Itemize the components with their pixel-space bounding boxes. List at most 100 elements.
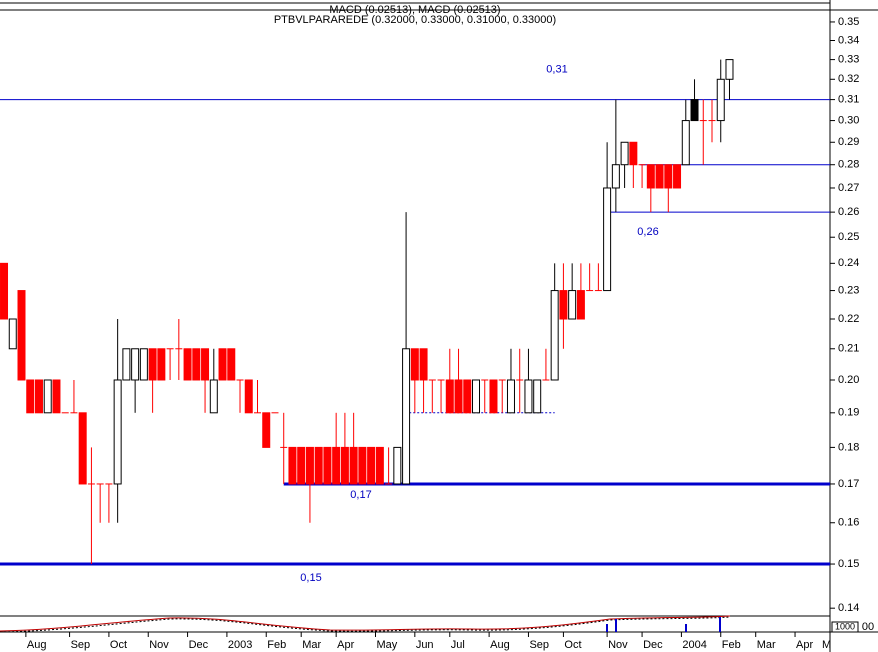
candle-body bbox=[629, 141, 638, 166]
y-tick-label: 0.29 bbox=[838, 136, 859, 148]
candle-body bbox=[611, 164, 620, 189]
x-tick-label: May bbox=[376, 639, 397, 651]
x-tick-label: Feb bbox=[722, 639, 741, 651]
y-tick-label: 0.20 bbox=[838, 374, 859, 386]
candle-body bbox=[533, 379, 542, 414]
candle-body bbox=[201, 348, 210, 381]
candle-body bbox=[445, 379, 454, 414]
candle-body bbox=[375, 446, 384, 485]
x-tick-label: Nov bbox=[149, 639, 169, 651]
y-tick-label: 0.35 bbox=[838, 16, 859, 28]
candle-body bbox=[26, 379, 35, 414]
candle-body bbox=[673, 164, 682, 189]
x-tick-label: Feb bbox=[267, 639, 286, 651]
x-tick-label: 2003 bbox=[228, 639, 252, 651]
x-tick-label: Dec bbox=[189, 639, 209, 651]
x-tick-label: Mar bbox=[302, 639, 321, 651]
candle-body bbox=[183, 348, 192, 381]
y-tick-label: 0.24 bbox=[838, 257, 859, 269]
x-tick-label: Oct bbox=[110, 639, 127, 651]
indicator-line bbox=[0, 615, 731, 632]
candle-body bbox=[157, 348, 166, 381]
candle-body bbox=[725, 59, 734, 80]
y-tick-label: 0.22 bbox=[838, 313, 859, 325]
x-tick-label: Aug bbox=[490, 639, 510, 651]
x-tick-label: Jun bbox=[416, 639, 434, 651]
x-tick-label: Oct bbox=[564, 639, 581, 651]
level-label: 0,17 bbox=[350, 489, 371, 501]
y-tick-label: 0.19 bbox=[838, 407, 859, 419]
candle-body bbox=[43, 379, 52, 414]
candle-body bbox=[489, 379, 498, 414]
candle-body bbox=[17, 290, 26, 381]
candle-body bbox=[314, 446, 323, 485]
candle-body bbox=[620, 141, 629, 166]
candle-body bbox=[227, 348, 236, 381]
candle-body bbox=[358, 446, 367, 485]
y-tick-label: 0.23 bbox=[838, 284, 859, 296]
x-tick-label: Apr bbox=[337, 639, 354, 651]
candle-body bbox=[576, 290, 585, 320]
y-tick-label: 0.33 bbox=[838, 54, 859, 66]
y-tick-label: 0.27 bbox=[838, 182, 859, 194]
y-tick-label: 0.28 bbox=[838, 159, 859, 171]
candle-body bbox=[297, 446, 306, 485]
x-tick-label: Dec bbox=[643, 639, 663, 651]
candle-body bbox=[340, 446, 349, 485]
candle-body bbox=[244, 379, 253, 414]
indicator-signal bbox=[0, 616, 731, 633]
candle-body bbox=[646, 164, 655, 189]
candle-body bbox=[52, 379, 61, 414]
candle-body bbox=[664, 164, 673, 189]
x-tick-label: Jul bbox=[451, 639, 465, 651]
y-tick-label: 0.34 bbox=[838, 34, 859, 46]
candle-body bbox=[402, 348, 411, 485]
candle-body bbox=[681, 120, 690, 166]
indicator-zero-label: 00 bbox=[862, 621, 874, 633]
x-tick-label: M bbox=[822, 639, 831, 651]
indicator-bars bbox=[606, 617, 721, 632]
candle-body bbox=[305, 446, 314, 485]
x-tick-label: 2004 bbox=[682, 639, 706, 651]
candle-body bbox=[454, 379, 463, 414]
candle-body bbox=[506, 379, 515, 414]
x-tick-label: Mar bbox=[757, 639, 776, 651]
y-tick-label: 0.16 bbox=[838, 517, 859, 529]
x-tick-label: Sep bbox=[529, 639, 549, 651]
y-tick-label: 0.30 bbox=[838, 114, 859, 126]
chart-subtitle: PTBVLPARAREDE (0.32000, 0.33000, 0.31000… bbox=[274, 14, 556, 26]
x-tick-label: Sep bbox=[71, 639, 91, 651]
candle-body bbox=[139, 348, 148, 381]
level-label: 0,31 bbox=[546, 64, 567, 76]
candle-body bbox=[349, 446, 358, 485]
candle-body bbox=[550, 290, 559, 381]
candle-body bbox=[655, 164, 664, 189]
candle-body bbox=[323, 446, 332, 485]
candle-body bbox=[568, 290, 577, 320]
candle-body bbox=[559, 290, 568, 320]
y-tick-label: 0.26 bbox=[838, 206, 859, 218]
x-tick-label: Apr bbox=[796, 639, 813, 651]
candle-body bbox=[148, 348, 157, 381]
candle-body bbox=[524, 379, 533, 414]
candle-body bbox=[122, 348, 131, 381]
candle-body bbox=[716, 78, 725, 122]
candle-body bbox=[603, 187, 612, 292]
y-tick-label: 0.18 bbox=[838, 441, 859, 453]
y-tick-label: 0.21 bbox=[838, 343, 859, 355]
x-tick-label: Aug bbox=[27, 639, 47, 651]
y-tick-label: 0.25 bbox=[838, 231, 859, 243]
candle-body bbox=[209, 379, 218, 414]
y-tick-label: 0.17 bbox=[838, 478, 859, 490]
indicator-scale-label: 1000 bbox=[835, 621, 855, 631]
y-tick-label: 0.15 bbox=[838, 558, 859, 570]
candle-body bbox=[218, 348, 227, 381]
candle-body bbox=[690, 99, 699, 122]
y-tick-label: 0.14 bbox=[838, 602, 859, 614]
y-tick-label: 0.32 bbox=[838, 73, 859, 85]
indicator-scale-box bbox=[831, 621, 859, 633]
x-tick-label: Nov bbox=[608, 639, 628, 651]
candle-body bbox=[463, 379, 472, 414]
candle-body bbox=[8, 318, 17, 350]
